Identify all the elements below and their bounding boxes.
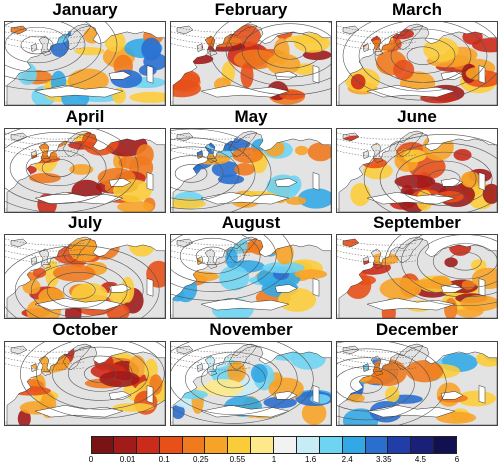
colorbar-swatch: [411, 436, 435, 454]
anomaly-map: [336, 21, 498, 106]
panel-title: May: [234, 107, 268, 126]
colorbar-frame: [91, 436, 457, 454]
colorbar-tick-label: 3.35: [376, 455, 392, 464]
colorbar-tick-label: 6: [454, 455, 460, 464]
map-svg: [171, 235, 331, 318]
panel-title: January: [52, 0, 118, 19]
colorbar-tick-label: 1.6: [305, 455, 317, 464]
map-svg: [171, 22, 331, 105]
anomaly-map: [4, 341, 166, 426]
anomaly-map: [170, 128, 332, 213]
anomaly-map: [4, 128, 166, 213]
map-svg: [171, 342, 331, 425]
anomaly-map: [4, 234, 166, 319]
colorbar-tick-label: 0.25: [193, 455, 209, 464]
map-panel-march: March: [336, 0, 498, 106]
colorbar-tick-label: 4.5: [414, 455, 426, 464]
panel-title: April: [65, 107, 105, 126]
colorbar-swatch: [388, 436, 412, 454]
colorbar-swatch: [319, 436, 343, 454]
colorbar-swatch: [113, 436, 137, 454]
map-svg: [171, 129, 331, 212]
map-panel-july: July: [4, 213, 166, 319]
colorbar-tick-label: 2.4: [341, 455, 353, 464]
map-svg: [337, 129, 497, 212]
map-panel-june: June: [336, 107, 498, 213]
colorbar-swatch: [251, 436, 274, 454]
map-panel-october: October: [4, 320, 166, 426]
colorbar-swatch: [365, 436, 389, 454]
anomaly-map: [336, 341, 498, 426]
colorbar-swatch: [274, 436, 297, 454]
map-panel-december: December: [336, 320, 498, 426]
anomaly-map: [170, 21, 332, 106]
panel-title: March: [391, 0, 443, 19]
colorbar-tick-label: 1: [271, 455, 277, 464]
colorbar-tick-label: 0.1: [158, 455, 170, 464]
map-svg: [5, 22, 165, 105]
colorbar-swatch: [136, 436, 160, 454]
panel-title: November: [209, 320, 293, 339]
map-panel-february: February: [170, 0, 332, 106]
colorbar-swatch: [182, 436, 206, 454]
colorbar-swatch: [296, 436, 320, 454]
map-panel-january: January: [4, 0, 166, 106]
map-panel-april: April: [4, 107, 166, 213]
anomaly-map: [336, 128, 498, 213]
map-svg: [337, 235, 497, 318]
panel-title: June: [397, 107, 437, 126]
map-svg: [5, 342, 165, 425]
panel-title: October: [52, 320, 118, 339]
map-panel-september: September: [336, 213, 498, 319]
colorbar-swatch: [205, 436, 229, 454]
map-svg: [5, 235, 165, 318]
map-panel-august: August: [170, 213, 332, 319]
colorbar-swatch: [91, 436, 114, 454]
colorbar-swatch: [342, 436, 366, 454]
panel-title: August: [221, 213, 281, 232]
anomaly-map: [4, 21, 166, 106]
colorbar-swatch: [228, 436, 252, 454]
panel-title: December: [375, 320, 459, 339]
anomaly-map: [336, 234, 498, 319]
map-svg: [5, 129, 165, 212]
map-svg: [337, 22, 497, 105]
colorbar-tick-label: 0.55: [229, 455, 246, 464]
map-svg: [337, 342, 497, 425]
anomaly-map: [170, 341, 332, 426]
anomaly-map: [170, 234, 332, 319]
colorbar-tick-label: 0: [88, 455, 94, 464]
colorbar-tick-label: 0.01: [119, 455, 136, 464]
colorbar-swatch: [159, 436, 183, 454]
map-panel-may: May: [170, 107, 332, 213]
panel-title: July: [67, 213, 103, 232]
map-panel-november: November: [170, 320, 332, 426]
colorbar: [91, 436, 457, 454]
panel-title: February: [214, 0, 288, 19]
panel-title: September: [373, 213, 461, 232]
